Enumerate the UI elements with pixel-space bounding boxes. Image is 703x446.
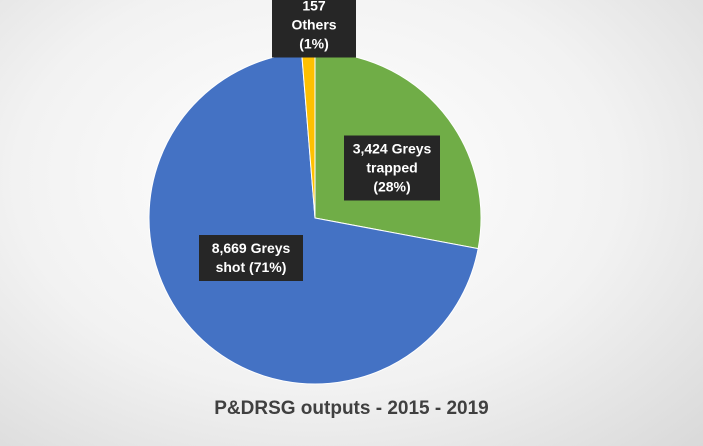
chart-title: P&DRSG outputs - 2015 - 2019: [214, 398, 489, 419]
pie-slice: [148, 51, 479, 385]
data-label: 8,669 Greys shot (71%): [199, 235, 303, 281]
data-label: 157 Others (1%): [272, 0, 356, 58]
data-label: 3,424 Greys trapped (28%): [344, 135, 440, 201]
